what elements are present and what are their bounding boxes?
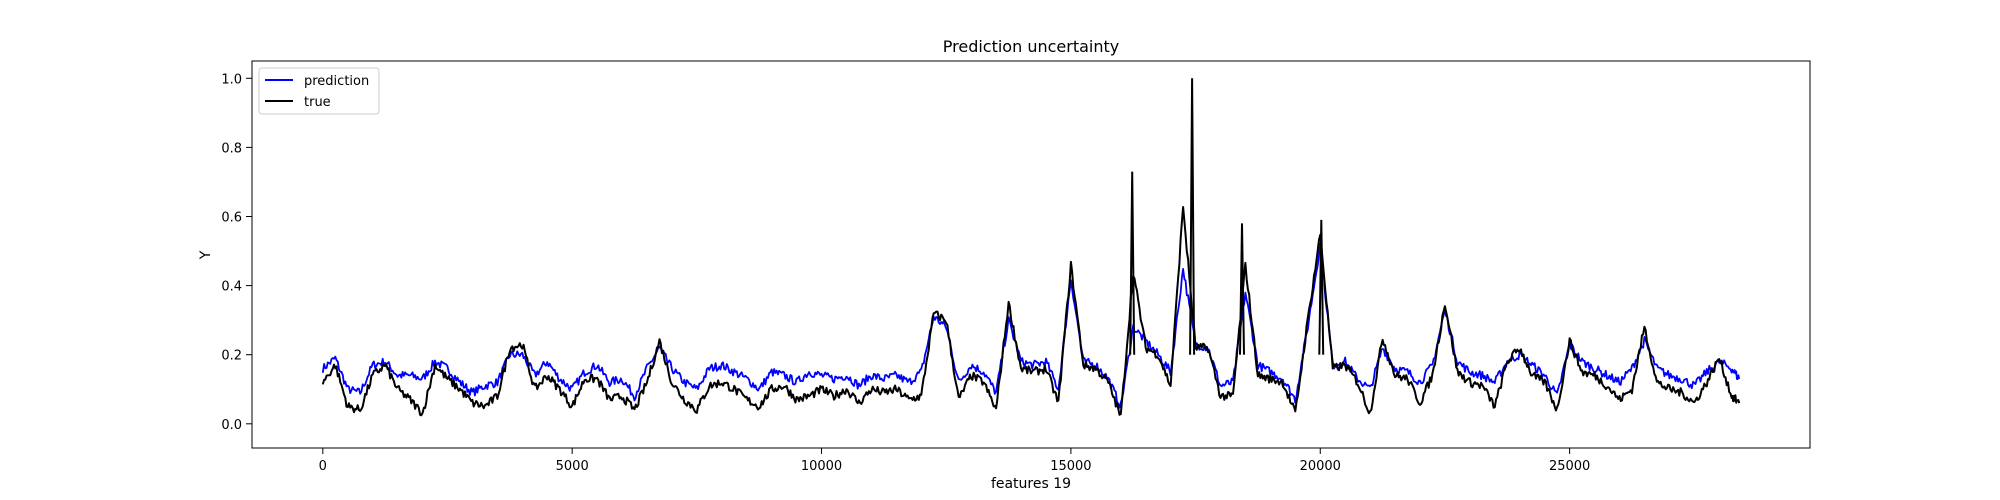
legend: prediction true xyxy=(258,67,380,115)
y-tick-label: 0.8 xyxy=(221,141,242,156)
x-axis: 0 5000 10000 15000 20000 25000 xyxy=(319,448,1590,474)
y-tick-label: 0.4 xyxy=(221,280,242,295)
series-spike xyxy=(1189,78,1196,355)
x-tick-label: 10000 xyxy=(801,459,842,474)
y-axis: 0.0 0.2 0.4 0.6 0.8 1.0 xyxy=(221,72,252,433)
series-spike xyxy=(1318,219,1325,355)
x-tick-label: 0 xyxy=(319,459,327,474)
data-series-layer xyxy=(321,78,1741,417)
legend-label-prediction: prediction xyxy=(304,74,369,89)
chart-title: Prediction uncertainty xyxy=(943,37,1119,56)
y-axis-label: Y xyxy=(198,250,214,260)
series-line-true xyxy=(321,206,1741,417)
x-tick-label: 20000 xyxy=(1300,459,1341,474)
legend-label-true: true xyxy=(304,95,331,110)
y-tick-label: 0.6 xyxy=(221,210,242,225)
series-spike xyxy=(1129,171,1136,355)
x-axis-label: features 19 xyxy=(991,476,1071,492)
y-tick-label: 1.0 xyxy=(221,72,242,87)
x-tick-label: 15000 xyxy=(1050,459,1091,474)
x-tick-label: 5000 xyxy=(556,459,589,474)
x-tick-label: 25000 xyxy=(1549,459,1590,474)
y-tick-label: 0.0 xyxy=(221,418,242,433)
y-tick-label: 0.2 xyxy=(221,349,242,364)
series-line-prediction xyxy=(321,242,1741,409)
plot-area xyxy=(251,60,1811,449)
series-spike xyxy=(1239,223,1245,355)
